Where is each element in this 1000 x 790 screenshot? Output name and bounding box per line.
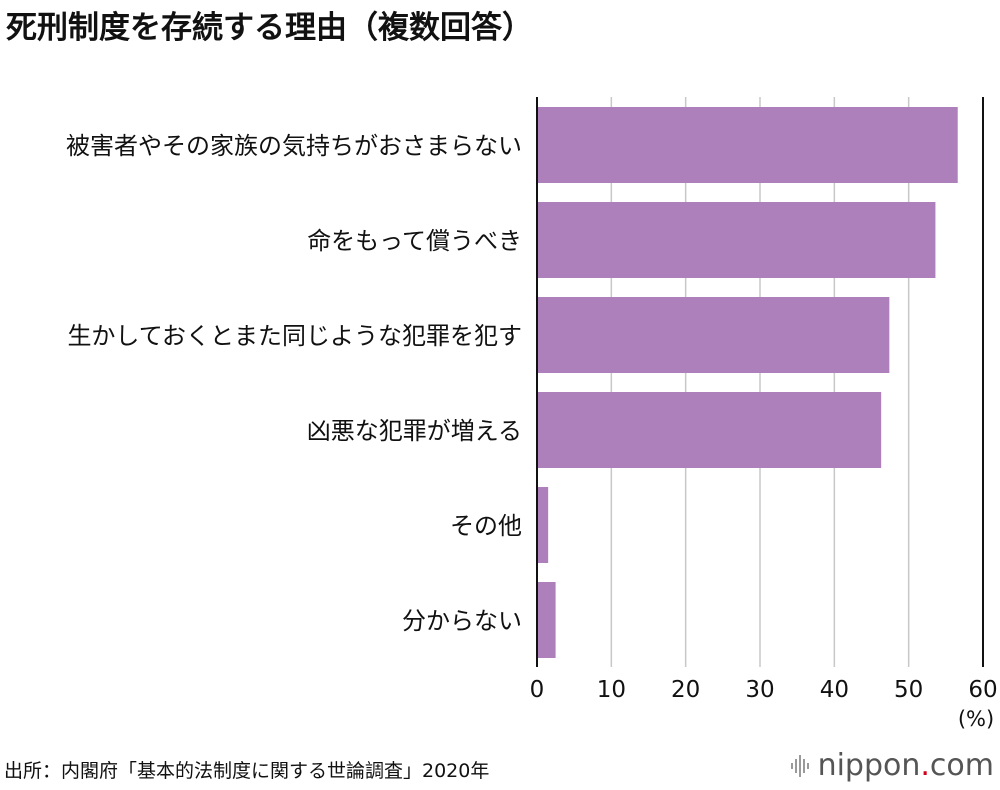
waveform-icon — [790, 754, 809, 777]
x-tick-label: 50 — [894, 677, 923, 703]
category-label: 生かしておくとまた同じような犯罪を犯す — [67, 322, 522, 350]
source-note: 出所：内閣府「基本的法制度に関する世論調査」2020年 — [4, 760, 490, 782]
chart-title: 死刑制度を存続する理由（複数回答） — [6, 10, 533, 46]
brand-logo: nippon. com — [790, 748, 994, 783]
x-tick-label: 40 — [820, 677, 849, 703]
brand-dot: . — [920, 748, 930, 783]
x-tick-label: 60 — [968, 677, 997, 703]
category-label: 命をもって償うべき — [307, 227, 522, 255]
x-tick-label: 30 — [745, 677, 774, 703]
category-label: 被害者やその家族の気持ちがおさまらない — [66, 132, 522, 160]
category-label: 凶悪な犯罪が増える — [307, 417, 522, 445]
x-tick-label: 0 — [530, 677, 545, 703]
brand-tld: com — [929, 748, 994, 783]
x-tick-label: 10 — [597, 677, 626, 703]
bar — [537, 392, 882, 468]
bar-chart: 被害者やその家族の気持ちがおさまらない命をもって償うべき生かしておくとまた同じよ… — [66, 97, 998, 731]
bar — [537, 582, 556, 658]
category-label: その他 — [450, 512, 522, 540]
bar — [537, 202, 936, 278]
bar — [537, 487, 549, 563]
unit-label: (%) — [958, 707, 994, 731]
bar — [537, 297, 890, 373]
brand-name: nippon — [817, 748, 921, 783]
x-tick-label: 20 — [671, 677, 700, 703]
category-label: 分からない — [402, 607, 522, 635]
bar — [537, 107, 958, 183]
